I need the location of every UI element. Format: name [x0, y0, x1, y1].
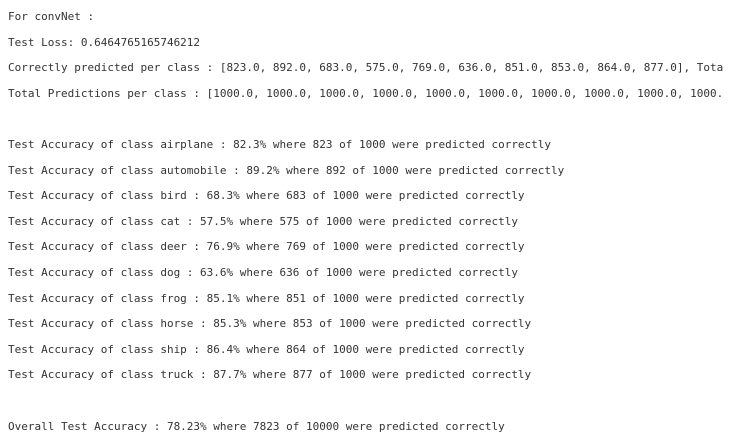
output-line: Test Accuracy of class ship : 86.4% wher… — [8, 342, 525, 356]
class-block: Test Accuracy of class airplane : 82.3% … — [8, 132, 734, 388]
output-line: Total Predictions per class : [1000.0, 1… — [8, 86, 724, 100]
output-line: Test Accuracy of class airplane : 82.3% … — [8, 137, 552, 151]
overall-block: Overall Test Accuracy : 78.23% where 782… — [8, 414, 734, 439]
output-line: Test Accuracy of class truck : 87.7% whe… — [8, 368, 532, 382]
output-line: Test Accuracy of class deer : 76.9% wher… — [8, 240, 525, 254]
output-line: Test Accuracy of class bird : 68.3% wher… — [8, 189, 525, 203]
output-line: Test Accuracy of class automobile : 89.2… — [8, 163, 565, 177]
output-line: Test Loss: 0.6464765165746212 — [8, 35, 201, 49]
output-line: Overall Test Accuracy : 78.23% where 782… — [8, 419, 505, 433]
output-line: Correctly predicted per class : [823.0, … — [8, 61, 724, 75]
output-line: For convNet : — [8, 10, 95, 23]
output-line: Test Accuracy of class dog : 63.6% where… — [8, 265, 518, 279]
output-line: Test Accuracy of class frog : 85.1% wher… — [8, 291, 525, 305]
output-line: Test Accuracy of class cat : 57.5% where… — [8, 214, 518, 228]
output-line: Test Accuracy of class horse : 85.3% whe… — [8, 317, 532, 331]
header-block: For convNet : Test Loss: 0.64647651657462… — [8, 4, 734, 106]
